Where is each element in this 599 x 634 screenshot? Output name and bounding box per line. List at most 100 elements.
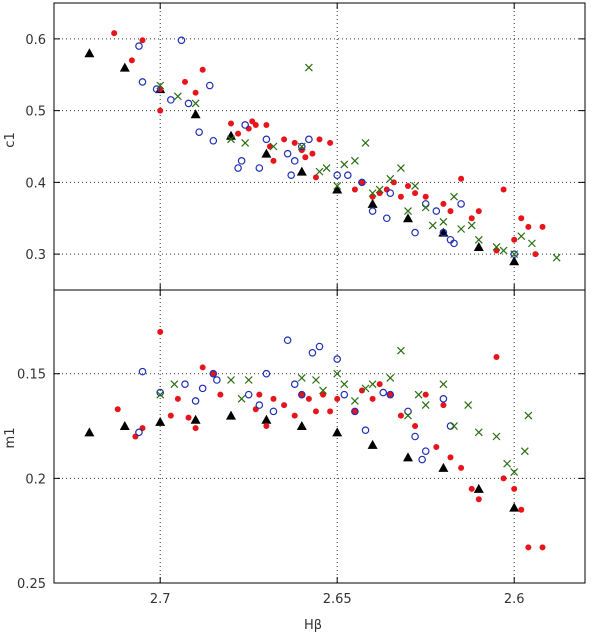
filled-circle-marker — [281, 402, 288, 409]
open-circle-marker — [450, 239, 458, 248]
cross-marker — [520, 447, 529, 456]
open-circle-marker — [156, 388, 165, 397]
filled-circle-marker — [334, 395, 341, 402]
triangle-marker — [403, 452, 413, 462]
triangle-marker — [473, 483, 484, 493]
triangle-marker — [332, 427, 343, 437]
filled-circle-marker — [433, 443, 440, 450]
triangle-marker — [332, 184, 343, 194]
triangle-marker — [296, 421, 307, 431]
open-circle-marker — [255, 401, 264, 409]
plot-frame — [53, 289, 586, 584]
filled-circle-marker — [539, 223, 546, 230]
cross-marker — [319, 386, 327, 395]
cross-marker — [474, 235, 483, 244]
filled-circle-marker — [447, 208, 454, 215]
filled-circle-marker — [270, 157, 277, 164]
cross-marker — [552, 253, 561, 262]
filled-circle-marker — [291, 412, 298, 419]
triangle-marker — [473, 241, 484, 251]
triangle-marker — [155, 416, 166, 426]
open-circle-marker — [283, 336, 292, 345]
open-circle-marker — [237, 157, 246, 165]
open-circle-marker — [138, 78, 147, 86]
triangle-marker — [509, 502, 520, 512]
cross-marker — [315, 167, 324, 176]
filled-circle-marker — [440, 402, 447, 409]
filled-circle-marker — [440, 200, 447, 207]
filled-circle-marker — [376, 381, 383, 388]
filled-circle-marker — [312, 174, 319, 181]
open-circle-marker — [382, 214, 391, 223]
open-circle-marker — [262, 369, 271, 378]
cross-marker — [492, 243, 501, 251]
cross-marker — [237, 394, 246, 403]
filled-circle-marker — [210, 370, 217, 377]
filled-circle-marker — [128, 57, 135, 64]
cross-marker — [173, 92, 182, 101]
filled-circle-marker — [500, 186, 507, 193]
filled-circle-marker — [475, 208, 482, 215]
triangle-marker — [367, 439, 378, 449]
filled-circle-marker — [167, 412, 174, 419]
cross-marker — [474, 428, 483, 437]
open-circle-marker — [315, 342, 324, 351]
open-circle-marker — [290, 157, 299, 165]
open-circle-marker — [138, 367, 147, 376]
filled-circle-marker — [111, 30, 118, 37]
open-circle-marker — [241, 121, 249, 129]
open-circle-marker — [386, 390, 395, 399]
filled-circle-marker — [192, 425, 199, 432]
cross-marker — [428, 221, 437, 230]
filled-circle-marker — [309, 150, 316, 157]
filled-circle-marker — [358, 179, 365, 186]
filled-circle-marker — [518, 215, 525, 222]
cross-marker — [333, 182, 342, 190]
filled-circle-marker — [139, 37, 146, 44]
cross-marker — [297, 373, 306, 382]
cross-marker — [333, 369, 342, 378]
cross-marker — [467, 221, 476, 230]
filled-circle-marker — [312, 408, 319, 415]
x-axis-label: Hβ — [304, 618, 322, 633]
open-circle-marker — [439, 395, 448, 403]
filled-circle-marker — [316, 136, 323, 143]
cross-marker — [368, 189, 377, 198]
cross-marker — [450, 192, 458, 201]
filled-circle-marker — [281, 136, 288, 143]
cross-marker — [375, 185, 384, 194]
cross-marker — [421, 401, 430, 410]
cross-marker — [527, 239, 536, 248]
cross-marker — [421, 203, 430, 212]
filled-circle-marker — [256, 391, 263, 398]
triangle-marker — [438, 462, 449, 472]
cross-marker — [439, 380, 448, 389]
filled-circle-marker — [217, 391, 224, 398]
open-circle-marker — [135, 42, 143, 50]
open-circle-marker — [205, 81, 214, 90]
cross-marker — [312, 376, 320, 384]
filled-circle-marker — [199, 364, 206, 371]
cross-marker — [227, 376, 235, 384]
cross-marker — [450, 422, 458, 430]
open-circle-marker — [379, 388, 388, 397]
cross-marker — [156, 390, 165, 399]
cross-marker — [191, 99, 200, 108]
y-tick-label: 0.5 — [25, 105, 46, 120]
filled-circle-marker — [458, 464, 465, 471]
open-circle-marker — [191, 397, 200, 405]
cross-marker — [361, 138, 370, 147]
open-circle-marker — [457, 200, 465, 208]
filled-circle-marker — [174, 395, 181, 402]
cross-marker — [510, 250, 519, 259]
y-tick-label: 0.3 — [25, 248, 46, 263]
filled-circle-marker — [500, 475, 507, 482]
filled-circle-marker — [397, 193, 404, 200]
y-axis-label-c1: c1 — [3, 132, 18, 147]
panel-bottom-m1: 2.7 2.65 2.6 0.15 0.2 0.25 — [17, 289, 586, 607]
open-circle-marker — [368, 207, 377, 215]
filled-circle-marker — [475, 496, 482, 503]
cross-marker — [340, 380, 349, 389]
triangle-marker — [119, 421, 130, 431]
cross-marker — [396, 164, 405, 172]
